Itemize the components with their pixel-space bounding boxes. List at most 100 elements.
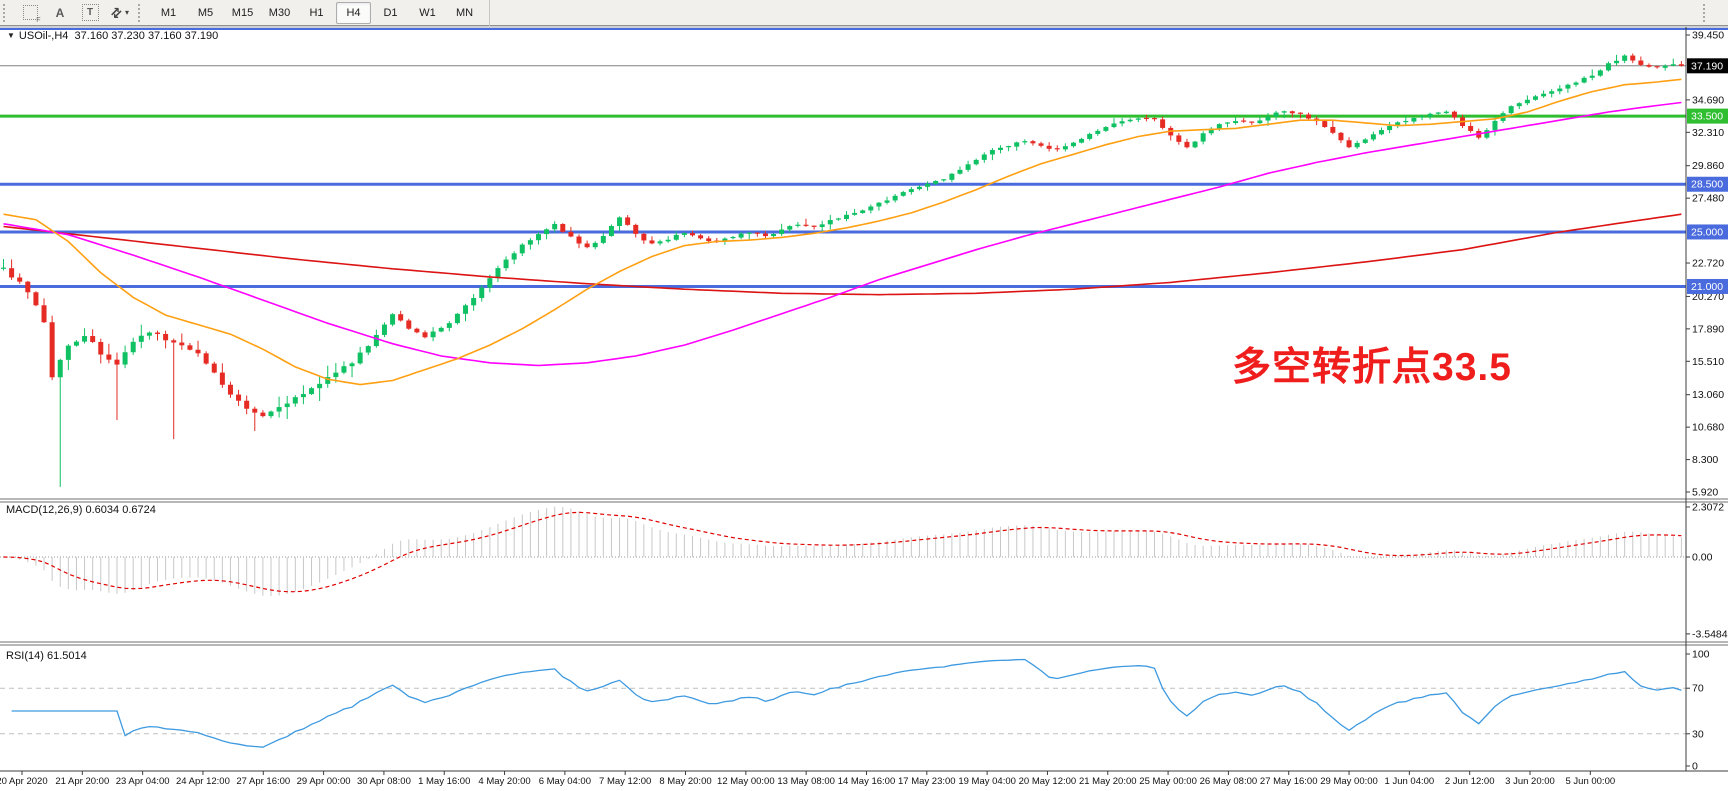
svg-text:27.480: 27.480 — [1692, 193, 1724, 205]
svg-text:20 May 12:00: 20 May 12:00 — [1019, 776, 1077, 787]
cursor-arrows-icon: ⇄ — [106, 2, 126, 22]
toolbar: F A T ⇄ ▾ M1 M5 M15 M30 H1 H4 D1 W1 MN — [0, 0, 1728, 26]
svg-text:17.890: 17.890 — [1692, 323, 1724, 335]
timeframe-button-m30[interactable]: M30 — [268, 6, 291, 19]
price-badge-28.500 — [1687, 176, 1728, 192]
svg-text:8.300: 8.300 — [1692, 454, 1718, 466]
timeframe-button-d1[interactable]: D1 — [383, 6, 398, 19]
symbol-header[interactable]: ▼ USOil-,H4 37.160 37.230 37.160 37.190 — [7, 30, 218, 42]
svg-text:6 May 04:00: 6 May 04:00 — [539, 776, 591, 787]
svg-text:7 May 12:00: 7 May 12:00 — [599, 776, 651, 787]
svg-text:17 May 23:00: 17 May 23:00 — [898, 776, 956, 787]
timeframe-button-m15[interactable]: M15 — [231, 6, 254, 19]
chart-canvas[interactable]: 39.45034.69032.31029.86027.48022.72020.2… — [0, 26, 1728, 791]
toolbar-grip-mid[interactable] — [138, 3, 145, 22]
rsi-panel — [0, 658, 1686, 748]
svg-text:1 Jun 04:00: 1 Jun 04:00 — [1385, 776, 1435, 787]
svg-text:1 May 16:00: 1 May 16:00 — [418, 776, 470, 787]
ma-mid-magenta-line — [3, 101, 1682, 367]
svg-text:14 May 16:00: 14 May 16:00 — [838, 776, 896, 787]
svg-text:28.500: 28.500 — [1691, 179, 1723, 191]
ma-slow-red-line — [3, 213, 1682, 296]
svg-text:25 May 00:00: 25 May 00:00 — [1139, 776, 1197, 787]
timeframe-button-m5[interactable]: M5 — [197, 6, 214, 19]
toolbar-grip-left[interactable] — [3, 3, 10, 22]
svg-text:0: 0 — [1692, 761, 1698, 773]
svg-text:4 May 20:00: 4 May 20:00 — [478, 776, 530, 787]
chevron-down-icon: ▾ — [124, 8, 129, 17]
svg-text:13.060: 13.060 — [1692, 389, 1724, 401]
text-box-icon: T — [81, 4, 99, 21]
svg-text:27 Apr 16:00: 27 Apr 16:00 — [236, 776, 290, 787]
svg-text:5 Jun 00:00: 5 Jun 00:00 — [1565, 776, 1615, 787]
svg-text:70: 70 — [1692, 683, 1704, 695]
svg-text:37.190: 37.190 — [1691, 60, 1723, 72]
price-badge-21.000 — [1687, 278, 1728, 294]
svg-text:33.500: 33.500 — [1691, 111, 1723, 123]
svg-text:-3.5484: -3.5484 — [1692, 628, 1728, 640]
svg-text:21.000: 21.000 — [1691, 281, 1723, 293]
timeframe-button-h1[interactable]: H1 — [309, 6, 324, 19]
chart-annotation-text: 多空转折点33.5 — [1232, 346, 1512, 389]
price-axis: 39.45034.69032.31029.86027.48022.72020.2… — [1685, 27, 1728, 773]
svg-text:8 May 20:00: 8 May 20:00 — [659, 776, 711, 787]
svg-text:5.920: 5.920 — [1692, 487, 1718, 499]
svg-text:2.3072: 2.3072 — [1692, 502, 1724, 514]
chart-border — [0, 26, 1728, 30]
svg-text:12 May 00:00: 12 May 00:00 — [717, 776, 775, 787]
toolbar-grip-right[interactable] — [1703, 4, 1710, 22]
svg-text:20 Apr 2020: 20 Apr 2020 — [0, 776, 48, 787]
macd-indicator-label: MACD(12,26,9) 0.6034 0.6724 — [6, 504, 156, 516]
svg-text:0.00: 0.00 — [1692, 552, 1713, 564]
svg-text:32.310: 32.310 — [1692, 127, 1724, 139]
svg-text:29.860: 29.860 — [1692, 160, 1724, 172]
timeframe-button-w1[interactable]: W1 — [419, 6, 436, 19]
svg-text:34.690: 34.690 — [1692, 94, 1724, 106]
rsi-indicator-label: RSI(14) 61.5014 — [6, 650, 87, 662]
svg-text:100: 100 — [1692, 649, 1710, 661]
text-box-tool-button[interactable]: T — [76, 1, 104, 25]
svg-text:10.680: 10.680 — [1692, 422, 1724, 434]
time-axis: 20 Apr 2020 21 Apr 20:00 23 Apr 04:00 24 Ap… — [0, 770, 1728, 787]
cursor-tool-button[interactable]: ⇄ ▾ — [106, 1, 134, 25]
svg-text:29 May 00:00: 29 May 00:00 — [1320, 776, 1378, 787]
text-label-icon: A — [55, 5, 65, 20]
macd-value-main: 0.6034 — [85, 504, 120, 516]
rsi-value: 61.5014 — [46, 650, 87, 662]
svg-text:19 May 04:00: 19 May 04:00 — [958, 776, 1016, 787]
svg-text:2 Jun 12:00: 2 Jun 12:00 — [1445, 776, 1495, 787]
candlestick-series — [1, 53, 1684, 487]
horizontal-level-lines — [0, 65, 1686, 288]
svg-text:22.720: 22.720 — [1692, 258, 1724, 270]
fibo-grid-tool-button[interactable]: F — [16, 1, 44, 25]
svg-text:30: 30 — [1692, 728, 1704, 740]
toolbar-separator — [489, 0, 490, 26]
timeframe-button-h4[interactable]: H4 — [336, 1, 371, 24]
svg-text:29 Apr 00:00: 29 Apr 00:00 — [297, 776, 351, 787]
svg-text:23 Apr 04:00: 23 Apr 04:00 — [116, 776, 170, 787]
svg-text:24 Apr 12:00: 24 Apr 12:00 — [176, 776, 230, 787]
svg-text:27 May 16:00: 27 May 16:00 — [1260, 776, 1318, 787]
svg-text:21 May 20:00: 21 May 20:00 — [1079, 776, 1137, 787]
svg-text:13 May 08:00: 13 May 08:00 — [777, 776, 835, 787]
svg-text:3 Jun 20:00: 3 Jun 20:00 — [1505, 776, 1555, 787]
svg-text:15.510: 15.510 — [1692, 356, 1724, 368]
price-badge-37.190 — [1687, 58, 1728, 74]
symbol-ohlc-text: USOil-,H4 37.160 37.230 37.160 37.190 — [18, 30, 219, 42]
svg-text:30 Apr 08:00: 30 Apr 08:00 — [357, 776, 411, 787]
timeframe-button-mn[interactable]: MN — [455, 6, 474, 19]
svg-text:21 Apr 20:00: 21 Apr 20:00 — [55, 776, 109, 787]
svg-text:25.000: 25.000 — [1691, 226, 1723, 238]
text-label-tool-button[interactable]: A — [46, 1, 74, 25]
timeframe-button-m1[interactable]: M1 — [160, 6, 177, 19]
price-badge-25.000 — [1687, 224, 1728, 240]
timeframe-group: M1 M5 M15 M30 H1 H4 D1 W1 MN — [150, 1, 483, 24]
panel-separators — [0, 498, 1728, 646]
macd-value-signal: 0.6724 — [122, 504, 156, 516]
svg-text:39.450: 39.450 — [1692, 30, 1724, 42]
fibo-grid-icon: F — [22, 5, 41, 24]
macd-panel — [0, 506, 1686, 597]
collapse-icon[interactable]: ▼ — [7, 31, 15, 40]
ma-fast-orange-line — [3, 78, 1682, 386]
price-badge-33.500 — [1687, 108, 1728, 124]
